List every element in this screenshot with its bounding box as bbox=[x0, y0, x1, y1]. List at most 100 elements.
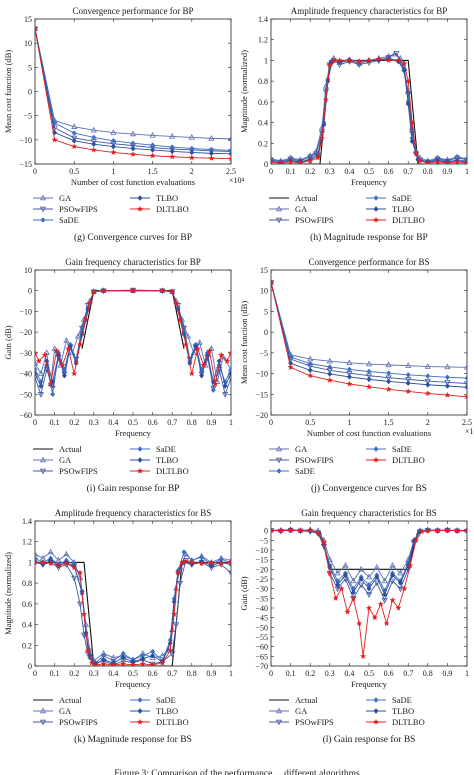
x-tick-label: 1 bbox=[465, 167, 469, 176]
point-tlbo bbox=[358, 576, 364, 582]
x-tick-label: 0.6 bbox=[384, 167, 394, 176]
legend-marker-psowfips bbox=[39, 206, 47, 213]
point-psowfips bbox=[71, 135, 78, 142]
point-ga bbox=[405, 362, 412, 368]
point-sade bbox=[35, 366, 38, 373]
point-dltlbo bbox=[84, 647, 91, 654]
x-tick-label: 1.5 bbox=[384, 418, 394, 427]
x-tick-label: 0.6 bbox=[148, 418, 158, 427]
point-tlbo bbox=[228, 150, 231, 157]
point-dltlbo bbox=[463, 159, 467, 164]
point-ga bbox=[397, 569, 404, 576]
point-ga bbox=[424, 363, 431, 369]
x-axis-label: Frequency bbox=[351, 177, 388, 187]
point-sade bbox=[346, 366, 352, 373]
point-dltlbo bbox=[407, 562, 414, 569]
x-multiplier: ×10⁴ bbox=[465, 427, 474, 436]
point-sade bbox=[366, 368, 372, 375]
legend-marker-sade bbox=[373, 446, 379, 452]
point-psowfips bbox=[77, 601, 84, 608]
point-dltlbo bbox=[82, 316, 90, 323]
point-dltlbo bbox=[401, 585, 408, 592]
legend-marker-psowfips bbox=[39, 719, 47, 726]
point-dltlbo bbox=[169, 288, 176, 295]
x-tick-label: 0.1 bbox=[286, 669, 296, 678]
legend-label: PSOwFIPS bbox=[295, 717, 334, 727]
chart-k: Amplitude frequency characteristics for … bbox=[3, 508, 233, 745]
y-tick-label: −15 bbox=[255, 390, 268, 399]
y-tick-label: −55 bbox=[255, 633, 268, 642]
point-tlbo bbox=[150, 147, 156, 153]
y-tick-label: −50 bbox=[255, 623, 268, 632]
x-axis-label: Frequency bbox=[351, 679, 388, 689]
point-dltlbo bbox=[375, 56, 382, 62]
y-tick-label: 5 bbox=[28, 63, 32, 72]
legend-item-psowfips: PSOwFIPS bbox=[269, 215, 334, 225]
legend-marker-ga bbox=[39, 456, 47, 463]
point-ga bbox=[71, 123, 78, 129]
point-dltlbo bbox=[330, 57, 337, 64]
point-dltlbo bbox=[149, 661, 156, 666]
point-ga bbox=[196, 339, 203, 345]
x-tick-label: 1 bbox=[465, 669, 469, 678]
x-tick-label: 0.6 bbox=[384, 669, 394, 678]
y-tick-label: 0 bbox=[28, 287, 32, 296]
y-tick-label: −60 bbox=[19, 411, 32, 420]
point-dltlbo bbox=[65, 345, 72, 352]
y-tick-label: −30 bbox=[19, 349, 32, 358]
point-tlbo bbox=[386, 378, 392, 385]
point-ga bbox=[463, 363, 467, 370]
point-ga bbox=[381, 577, 388, 584]
point-tlbo bbox=[222, 383, 228, 389]
point-dltlbo bbox=[35, 349, 39, 356]
x-tick-label: 0.9 bbox=[206, 669, 216, 678]
y-tick-label: 0.8 bbox=[258, 77, 268, 86]
chart-i: Gain frequency characteristics for BP 0 0.… bbox=[3, 257, 233, 494]
point-dltlbo bbox=[149, 152, 156, 159]
legend-label: SaDE bbox=[392, 444, 412, 454]
y-tick-label: −10 bbox=[19, 136, 32, 145]
series-dltlbo bbox=[35, 287, 231, 387]
x-tick-label: 0.1 bbox=[286, 167, 296, 176]
legend-marker-sade bbox=[373, 195, 379, 201]
legend-marker-ga bbox=[275, 707, 283, 714]
y-tick-label: −30 bbox=[255, 585, 268, 594]
point-dltlbo bbox=[218, 560, 225, 567]
point-dltlbo bbox=[80, 610, 88, 617]
legend-label: GA bbox=[295, 204, 308, 214]
legend-marker-dltlbo bbox=[372, 456, 380, 463]
legend-item-ga: GA bbox=[269, 706, 308, 716]
x-tick-label: 0.8 bbox=[423, 669, 433, 678]
series-tlbo bbox=[271, 279, 467, 391]
point-dltlbo bbox=[159, 659, 166, 666]
series-line-psowfips bbox=[271, 282, 467, 384]
y-tick-label: 1 bbox=[28, 558, 32, 567]
point-ga bbox=[77, 574, 84, 581]
point-psowfips bbox=[365, 592, 373, 598]
legend-item-tlbo: TLBO bbox=[366, 706, 414, 716]
point-dltlbo bbox=[346, 380, 353, 387]
x-tick-label: 0 bbox=[33, 418, 37, 427]
point-ga bbox=[208, 134, 215, 141]
point-sade bbox=[386, 370, 392, 377]
x-tick-label: 0.5 bbox=[128, 418, 138, 427]
point-psowfips bbox=[373, 580, 380, 587]
legend-label: SaDE bbox=[156, 695, 176, 705]
y-tick-label: 0.2 bbox=[258, 139, 268, 148]
x-tick-label: 0.5 bbox=[364, 669, 374, 678]
x-tick-label: 0.2 bbox=[69, 669, 79, 678]
y-axis-label: Gain (dB) bbox=[3, 325, 13, 359]
point-dltlbo bbox=[167, 647, 174, 654]
point-psowfips bbox=[169, 651, 176, 658]
point-psowfips bbox=[454, 155, 461, 162]
panel-caption: (g) Convergence curves for BP bbox=[74, 232, 192, 243]
figure-caption: Figure 3: Comparison of the performance … bbox=[114, 768, 360, 775]
point-psowfips bbox=[393, 50, 400, 57]
point-tlbo bbox=[405, 101, 411, 107]
legend-label: GA bbox=[59, 706, 72, 716]
point-sade bbox=[444, 374, 450, 381]
chart-title: Amplitude frequency characteristics for … bbox=[55, 508, 211, 518]
legend-label: Actual bbox=[59, 444, 82, 454]
point-psowfips bbox=[176, 580, 184, 587]
legend-item-dltlbo: DLTLBO bbox=[366, 455, 425, 465]
